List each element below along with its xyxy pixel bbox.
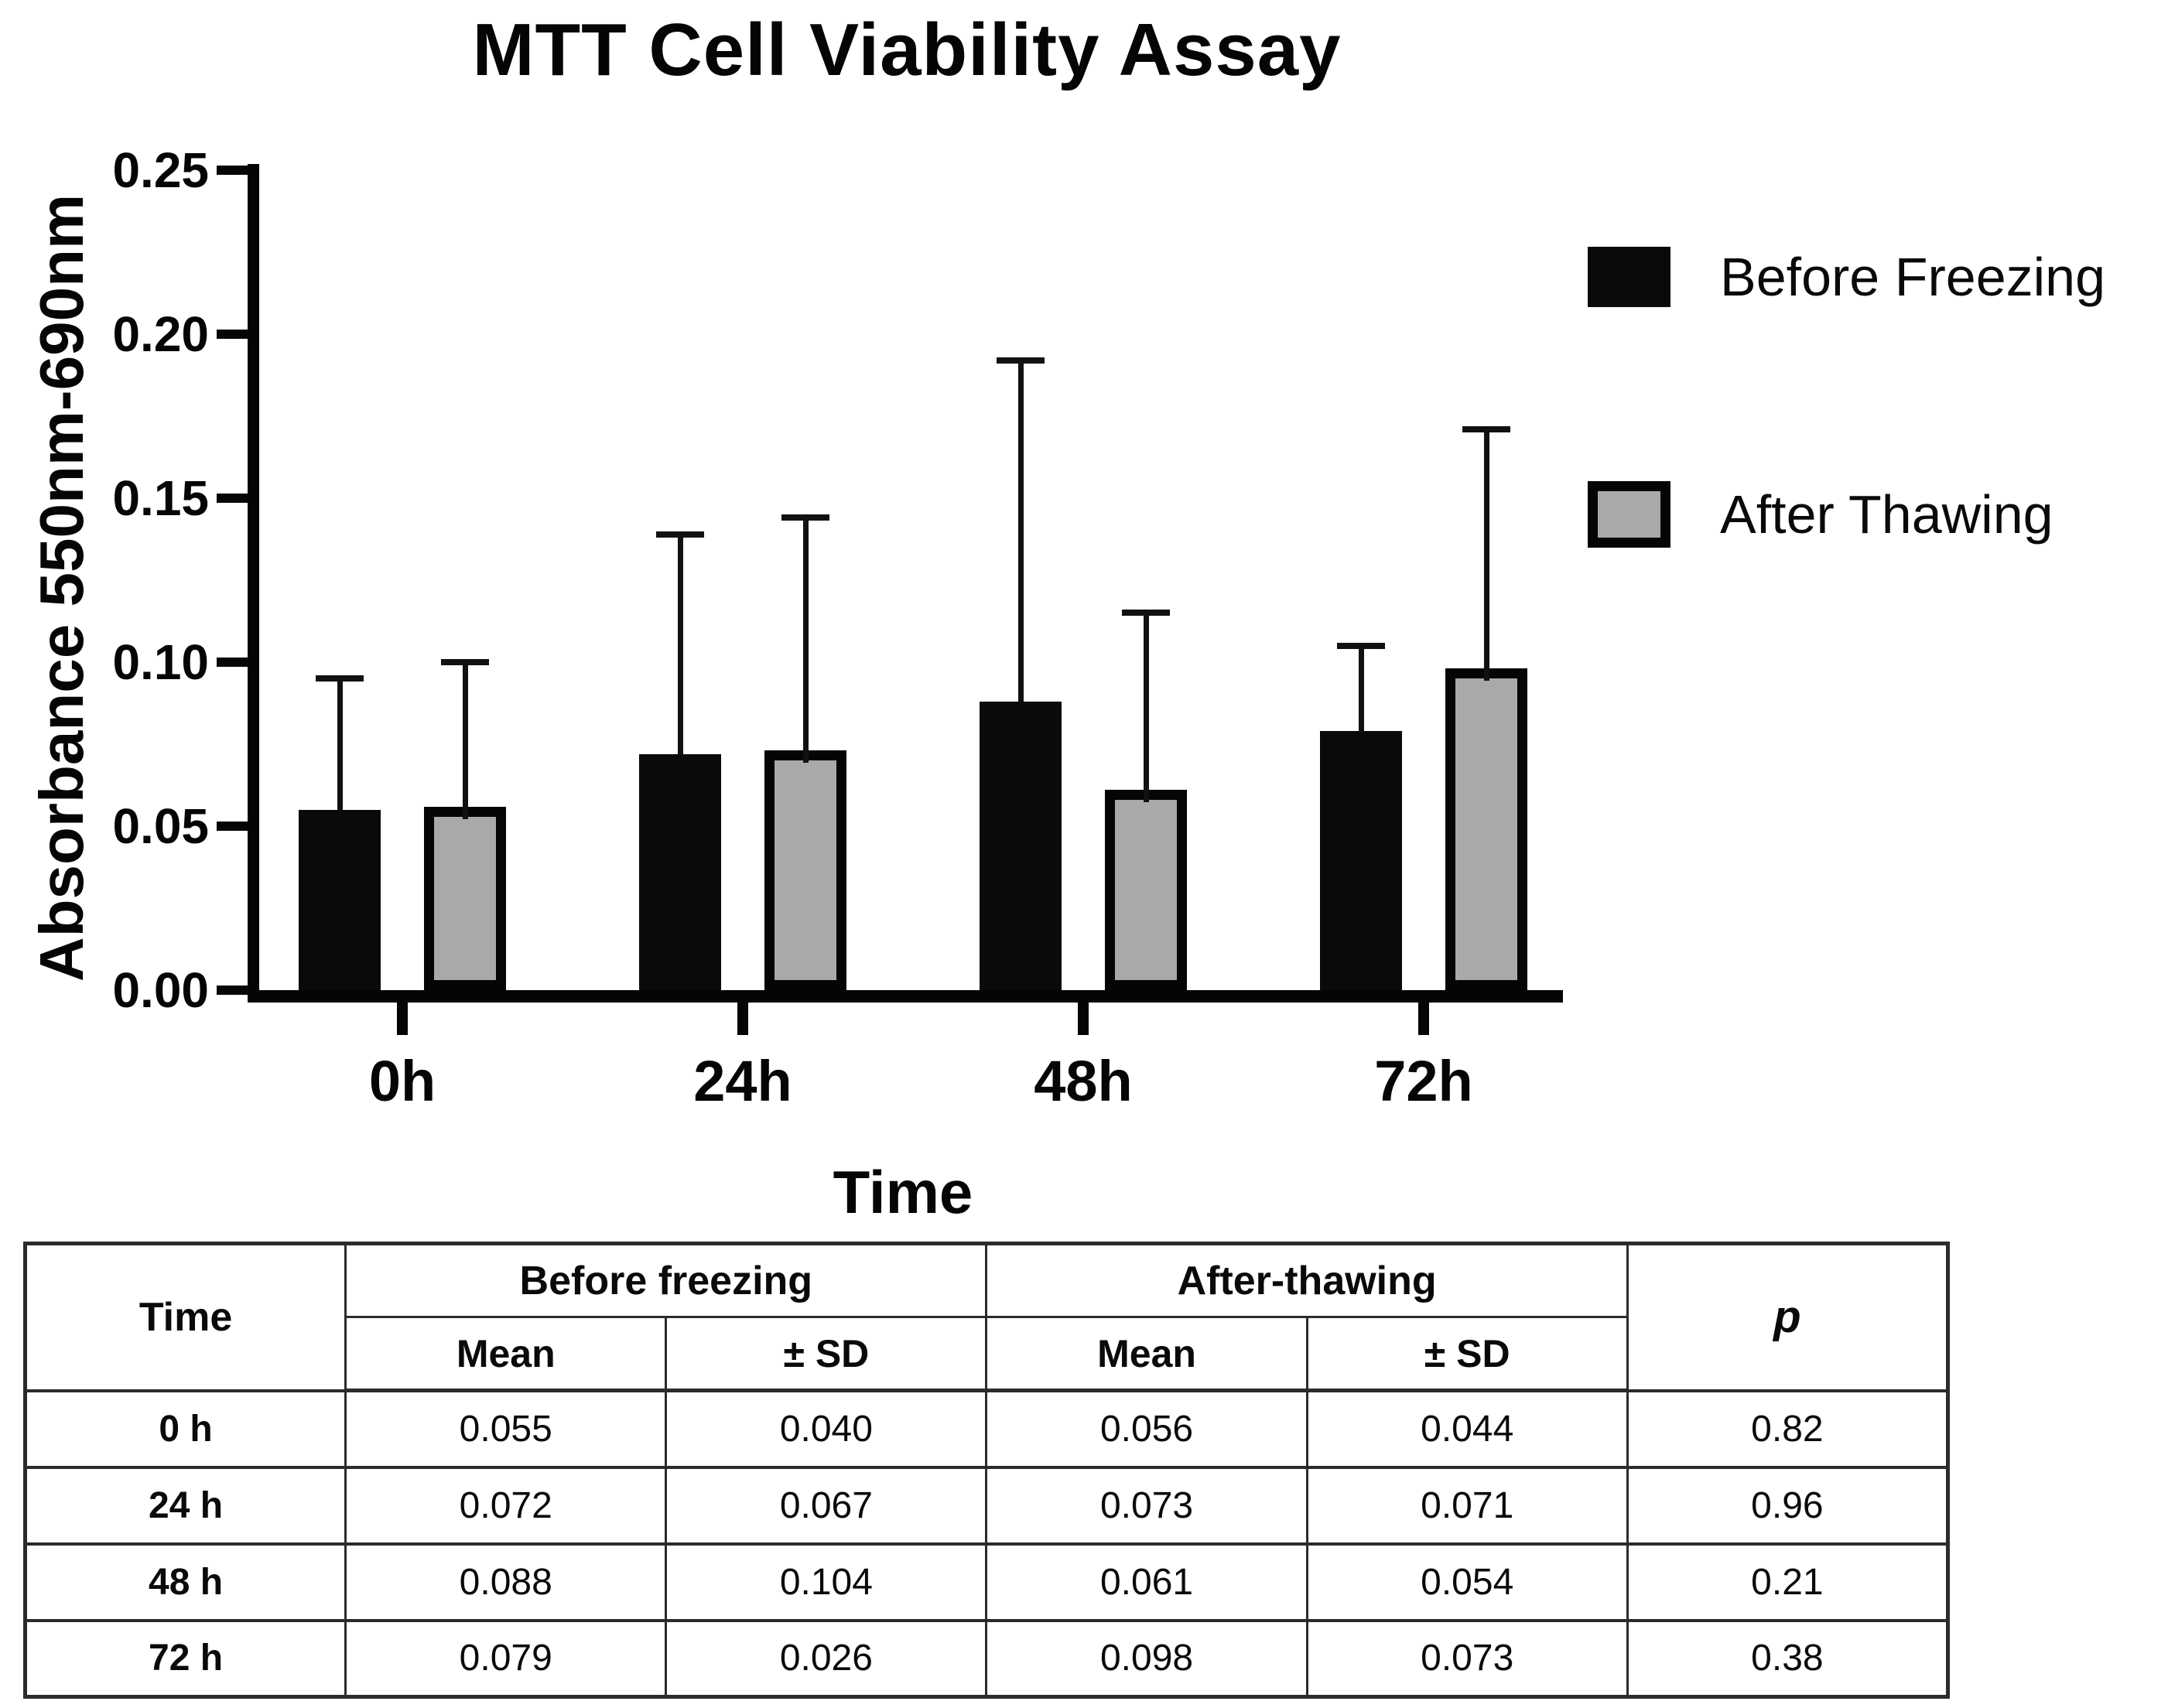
- table-cell-time: 72 h: [23, 1618, 347, 1698]
- y-tick-mark: [217, 822, 248, 831]
- table-cell-at-sd: 0.044: [1305, 1389, 1629, 1468]
- table-row: 48 h 0.088 0.104 0.061 0.054 0.21: [23, 1542, 1950, 1621]
- y-tick-label: 0.10: [112, 634, 209, 690]
- table-cell-bf-mean: 0.055: [344, 1389, 668, 1468]
- table-subheader-bf-mean: Mean: [344, 1316, 668, 1392]
- y-tick-label: 0.00: [112, 962, 209, 1018]
- table-cell-p: 0.82: [1626, 1389, 1950, 1468]
- table-cell-bf-sd: 0.104: [665, 1542, 988, 1621]
- y-tick-mark: [217, 986, 248, 995]
- error-bar-line: [802, 518, 809, 763]
- summary-statistics-table: Time Before freezing After-thawing p Mea…: [23, 1242, 1950, 1699]
- legend-swatch-gray-icon: [1588, 481, 1670, 548]
- table-header: Time Before freezing After-thawing p Mea…: [23, 1242, 1950, 1392]
- error-bar-cap: [781, 514, 829, 521]
- bar-before-freezing-72h: [1320, 731, 1402, 990]
- error-bar-cap: [1462, 426, 1510, 432]
- table-cell-at-sd: 0.073: [1305, 1618, 1629, 1698]
- table-cell-p: 0.96: [1626, 1465, 1950, 1545]
- table-subheader-at-mean: Mean: [985, 1316, 1308, 1392]
- error-bar-cap: [997, 357, 1045, 364]
- y-tick-label: 0.05: [112, 798, 209, 854]
- table-header-time: Time: [23, 1242, 347, 1392]
- error-bar-line: [337, 678, 343, 810]
- x-axis-title: Time: [833, 1158, 973, 1226]
- table-cell-p: 0.38: [1626, 1618, 1950, 1698]
- bar-after-thawing-72h: [1445, 668, 1527, 990]
- error-bar-cap: [656, 531, 704, 538]
- x-tick-label: 48h: [1034, 1049, 1133, 1113]
- legend-item-after-thawing: After Thawing: [1588, 481, 2053, 548]
- table-header-p: p: [1626, 1242, 1950, 1392]
- x-tick-mark: [1418, 1003, 1429, 1035]
- bar-after-thawing-24h: [764, 750, 846, 990]
- x-tick-label: 24h: [693, 1049, 792, 1113]
- legend-item-before-freezing: Before Freezing: [1588, 246, 2105, 308]
- table-cell-bf-sd: 0.067: [665, 1465, 988, 1545]
- x-tick-label: 72h: [1374, 1049, 1473, 1113]
- table-cell-bf-sd: 0.026: [665, 1618, 988, 1698]
- table-cell-at-mean: 0.056: [985, 1389, 1308, 1468]
- y-tick-mark: [217, 494, 248, 503]
- bar-before-freezing-0h: [299, 810, 381, 990]
- y-tick-label: 0.25: [112, 142, 209, 198]
- table-cell-time: 24 h: [23, 1465, 347, 1545]
- x-tick-mark: [397, 1003, 408, 1035]
- table-cell-p: 0.21: [1626, 1542, 1950, 1621]
- bar-before-freezing-24h: [639, 754, 721, 990]
- error-bar-cap: [441, 659, 489, 665]
- table-cell-at-sd: 0.054: [1305, 1542, 1629, 1621]
- table-cell-at-sd: 0.071: [1305, 1465, 1629, 1545]
- legend-label-after-thawing: After Thawing: [1720, 484, 2053, 545]
- error-bar-line: [1358, 646, 1364, 731]
- error-bar-cap: [316, 675, 364, 681]
- error-bar-line: [1483, 429, 1489, 681]
- table-row: 72 h 0.079 0.026 0.098 0.073 0.38: [23, 1618, 1950, 1698]
- y-axis-line: [248, 164, 259, 1003]
- error-bar-line: [1017, 360, 1024, 702]
- table-subheader-at-sd: ± SD: [1305, 1316, 1629, 1392]
- table-cell-bf-sd: 0.040: [665, 1389, 988, 1468]
- error-bar-line: [462, 662, 468, 819]
- bar-after-thawing-0h: [424, 807, 506, 990]
- x-axis-line: [248, 990, 1563, 1003]
- y-tick-label: 0.20: [112, 306, 209, 362]
- y-tick-label: 0.15: [112, 470, 209, 526]
- y-tick-mark: [217, 330, 248, 339]
- chart-title: MTT Cell Viability Assay: [472, 9, 1342, 91]
- legend-label-before-freezing: Before Freezing: [1720, 247, 2106, 307]
- error-bar-cap: [1337, 643, 1385, 649]
- table-row: 24 h 0.072 0.067 0.073 0.071 0.96: [23, 1465, 1950, 1545]
- bar-before-freezing-48h: [980, 702, 1062, 990]
- table-row: 0 h 0.055 0.040 0.056 0.044 0.82: [23, 1389, 1950, 1468]
- legend-swatch-black-icon: [1588, 247, 1670, 307]
- table-cell-at-mean: 0.073: [985, 1465, 1308, 1545]
- x-tick-label: 0h: [368, 1049, 436, 1113]
- table-subheader-bf-sd: ± SD: [665, 1316, 988, 1392]
- table-cell-bf-mean: 0.079: [344, 1618, 668, 1698]
- x-tick-mark: [737, 1003, 748, 1035]
- table-cell-time: 48 h: [23, 1542, 347, 1621]
- table-body: 0 h 0.055 0.040 0.056 0.044 0.82 24 h 0.072 0.06…: [23, 1389, 1950, 1698]
- table-cell-bf-mean: 0.088: [344, 1542, 668, 1621]
- error-bar-line: [677, 535, 683, 754]
- table-header-before-freezing: Before freezing: [344, 1242, 988, 1318]
- table-cell-at-mean: 0.061: [985, 1542, 1308, 1621]
- error-bar-line: [1143, 613, 1149, 802]
- table-header-after-thawing: After-thawing: [985, 1242, 1629, 1318]
- table-cell-time: 0 h: [23, 1389, 347, 1468]
- y-tick-mark: [217, 658, 248, 667]
- table-cell-at-mean: 0.098: [985, 1618, 1308, 1698]
- bar-after-thawing-48h: [1105, 790, 1187, 990]
- error-bar-cap: [1122, 610, 1170, 616]
- table-cell-bf-mean: 0.072: [344, 1465, 668, 1545]
- x-tick-mark: [1078, 1003, 1089, 1035]
- y-tick-mark: [217, 166, 248, 175]
